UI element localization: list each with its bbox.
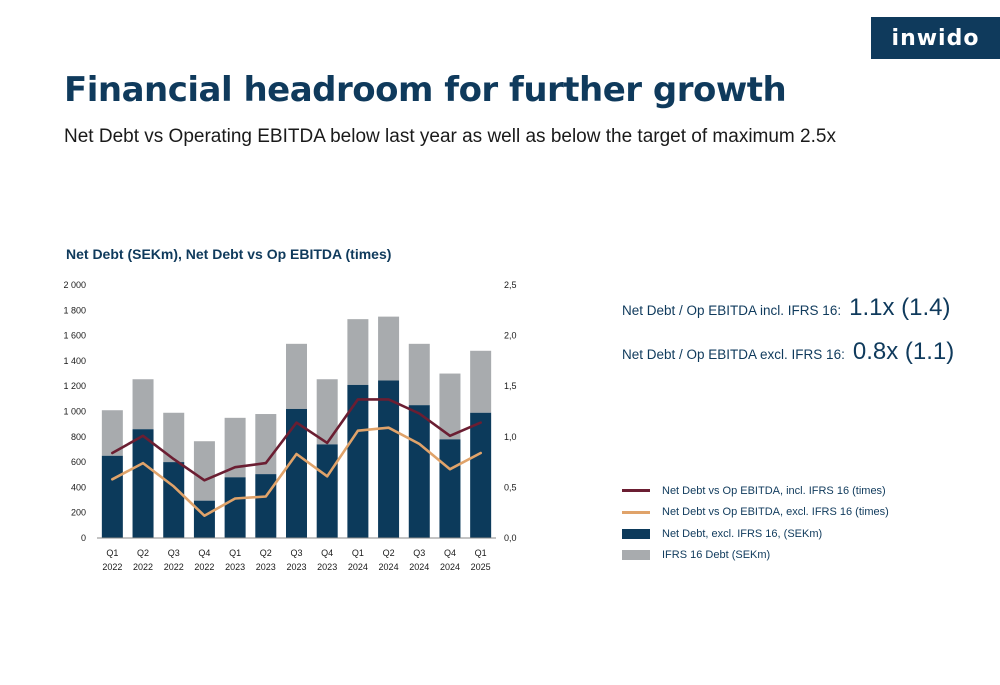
legend-swatch: [622, 510, 650, 514]
kpi-label: Net Debt / Op EBITDA incl. IFRS 16:: [622, 303, 842, 318]
x-tick-label: 2025: [471, 562, 491, 572]
x-tick-label: Q2: [383, 548, 395, 558]
bar-ifrs16-debt: [193, 441, 215, 501]
x-tick-label: Q2: [260, 548, 272, 558]
legend-label: Net Debt, excl. IFRS 16, (SEKm): [662, 527, 823, 540]
x-tick-label: Q4: [321, 548, 333, 558]
y-right-tick-label: 2,0: [504, 331, 517, 341]
bar-net-debt: [193, 500, 215, 538]
legend-item-net-debt: Net Debt, excl. IFRS 16, (SEKm): [622, 523, 889, 545]
y-left-tick-label: 600: [71, 457, 86, 467]
bar-net-debt: [316, 444, 338, 538]
x-tick-label: Q1: [352, 548, 364, 558]
y-right-tick-label: 1,5: [504, 381, 517, 391]
bar-net-debt: [101, 455, 123, 538]
y-right-tick-label: 0,0: [504, 533, 517, 543]
inwido-logo: inwido: [871, 17, 1000, 59]
y-right-tick-label: 0,5: [504, 482, 517, 492]
chart-title: Net Debt (SEKm), Net Debt vs Op EBITDA (…: [66, 246, 392, 262]
bar-ifrs16-debt: [101, 410, 123, 456]
bar-ifrs16-debt: [286, 343, 307, 409]
x-tick-label: Q3: [413, 548, 425, 558]
x-tick-label: 2022: [164, 562, 184, 572]
y-left-tick-label: 0: [81, 533, 86, 543]
bar-net-debt: [470, 412, 492, 538]
x-tick-label: Q2: [137, 548, 149, 558]
bar-ifrs16-debt: [378, 316, 400, 381]
bar-net-debt: [255, 474, 277, 538]
legend-label: IFRS 16 Debt (SEKm): [662, 549, 771, 562]
y-right-tick-label: 1,0: [504, 432, 517, 442]
x-tick-label: 2023: [256, 562, 276, 572]
x-tick-label: 2022: [133, 562, 153, 572]
bar-ifrs16-debt: [132, 379, 154, 430]
bar-net-debt: [378, 380, 400, 538]
y-right-tick-label: 2,5: [504, 280, 517, 290]
kpi-value: 0.8x (1.1): [852, 338, 955, 365]
bar-ifrs16-debt: [470, 350, 492, 413]
bar-ifrs16-debt: [408, 343, 430, 406]
kpi-value: 1.1x (1.4): [849, 294, 951, 321]
x-tick-label: 2024: [379, 562, 399, 572]
x-tick-label: Q3: [168, 548, 180, 558]
x-tick-label: 2023: [286, 562, 306, 572]
bar-ifrs16-debt: [224, 417, 246, 478]
bar-ifrs16-debt: [163, 412, 185, 463]
x-tick-label: Q3: [290, 548, 302, 558]
y-left-tick-label: 1 000: [63, 407, 86, 417]
x-tick-label: 2022: [194, 562, 214, 572]
x-tick-label: 2023: [225, 562, 245, 572]
bar-net-debt: [163, 462, 185, 538]
legend-swatch: [622, 489, 650, 493]
bar-net-debt: [224, 477, 246, 538]
chart-legend: Net Debt vs Op EBITDA, incl. IFRS 16 (ti…: [622, 480, 889, 566]
y-left-tick-label: 400: [71, 482, 86, 492]
legend-label: Net Debt vs Op EBITDA, incl. IFRS 16 (ti…: [662, 484, 886, 497]
bar-net-debt: [132, 429, 154, 538]
bar-net-debt: [286, 408, 307, 538]
line-incl-ifrs16: [111, 398, 483, 482]
y-left-tick-label: 200: [71, 508, 86, 518]
y-left-tick-label: 1 800: [63, 305, 86, 315]
legend-item-ifrs16-debt: IFRS 16 Debt (SEKm): [622, 545, 889, 567]
x-tick-label: 2023: [317, 562, 337, 572]
x-tick-label: Q1: [475, 548, 487, 558]
legend-item-incl-ifrs16: Net Debt vs Op EBITDA, incl. IFRS 16 (ti…: [622, 480, 889, 502]
page-title: Financial headroom for further growth: [64, 70, 787, 110]
x-tick-label: 2024: [348, 562, 368, 572]
legend-swatch: [622, 550, 650, 561]
kpi-label: Net Debt / Op EBITDA excl. IFRS 16:: [622, 347, 845, 362]
legend-label: Net Debt vs Op EBITDA, excl. IFRS 16 (ti…: [662, 506, 889, 519]
y-left-tick-label: 1 200: [63, 381, 86, 391]
kpi-incl-ifrs16: Net Debt / Op EBITDA incl. IFRS 16: 1.1x…: [622, 294, 950, 322]
x-tick-label: 2024: [440, 562, 460, 572]
bar-net-debt: [408, 405, 430, 538]
x-tick-label: 2022: [102, 562, 122, 572]
legend-swatch: [622, 528, 650, 539]
y-left-tick-label: 2 000: [63, 280, 86, 290]
page-subtitle: Net Debt vs Operating EBITDA below last …: [64, 126, 836, 147]
y-left-tick-label: 1 600: [63, 331, 86, 341]
bar-ifrs16-debt: [255, 414, 277, 475]
x-tick-label: Q1: [106, 548, 118, 558]
x-tick-label: Q4: [198, 548, 210, 558]
legend-item-excl-ifrs16: Net Debt vs Op EBITDA, excl. IFRS 16 (ti…: [622, 502, 889, 524]
y-left-tick-label: 1 400: [63, 356, 86, 366]
x-tick-label: Q1: [229, 548, 241, 558]
bar-net-debt: [439, 439, 461, 538]
bar-ifrs16-debt: [439, 373, 461, 440]
bar-net-debt: [347, 384, 369, 538]
line-excl-ifrs16: [111, 426, 483, 518]
kpi-excl-ifrs16: Net Debt / Op EBITDA excl. IFRS 16: 0.8x…: [622, 338, 954, 366]
bar-ifrs16-debt: [347, 319, 369, 385]
x-tick-label: Q4: [444, 548, 456, 558]
y-left-tick-label: 800: [71, 432, 86, 442]
bar-ifrs16-debt: [316, 379, 338, 445]
x-tick-label: 2024: [409, 562, 429, 572]
